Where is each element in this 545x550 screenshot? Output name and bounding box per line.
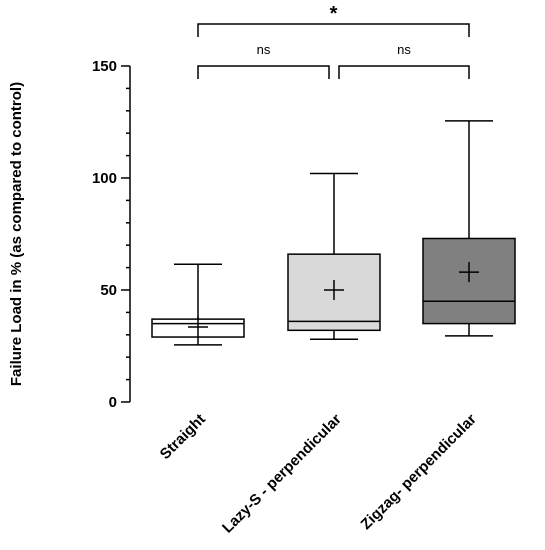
box-series — [151, 120, 516, 346]
bracket-line — [338, 65, 470, 79]
box-2 — [422, 120, 516, 337]
y-axis-title: Failure Load in % (as compared to contro… — [8, 82, 25, 386]
y-tick-label: 0 — [109, 394, 117, 411]
significance-label: * — [330, 3, 338, 25]
significance-brackets: ns ns * — [197, 3, 470, 79]
bracket-line — [197, 23, 470, 37]
significance-bracket-2: * — [197, 3, 470, 37]
x-category-label: Zigzag- perpendicular — [358, 411, 480, 533]
significance-label: ns — [257, 42, 271, 57]
y-tick-label: 150 — [92, 58, 117, 75]
x-category-label: Lazy-S - perpendicular — [219, 411, 345, 537]
y-tick-label: 50 — [100, 282, 117, 299]
box-1 — [287, 172, 381, 341]
axes — [121, 65, 131, 403]
bracket-line — [197, 65, 330, 79]
significance-bracket-1: ns — [338, 42, 470, 79]
box-0 — [151, 263, 245, 346]
y-tick-label: 100 — [92, 170, 117, 187]
significance-bracket-0: ns — [197, 42, 330, 79]
axis-labels: 0 50 100 150 Failure Load in % (as compared … — [8, 58, 480, 537]
significance-label: ns — [397, 42, 411, 57]
x-category-label: Straight — [157, 411, 209, 463]
